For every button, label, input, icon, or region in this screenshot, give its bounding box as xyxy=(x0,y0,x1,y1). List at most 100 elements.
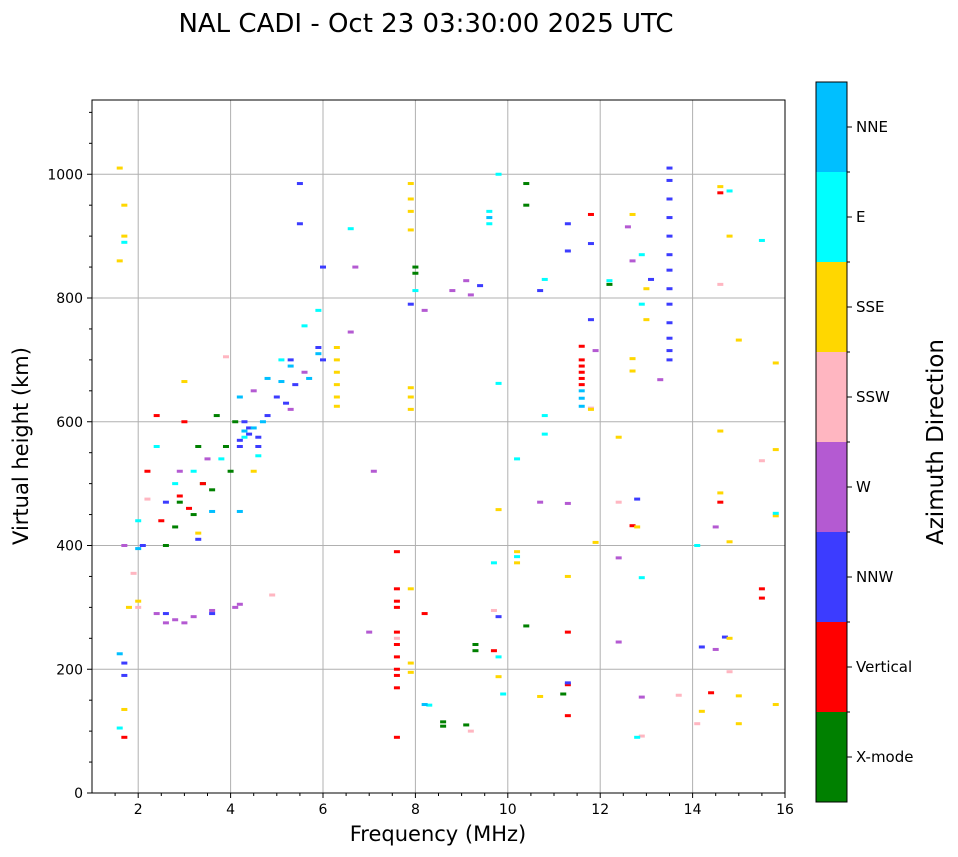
y-tick-label: 1000 xyxy=(47,167,83,183)
data-point xyxy=(195,531,202,535)
data-point xyxy=(666,336,673,340)
data-points xyxy=(116,166,779,739)
data-point xyxy=(176,469,183,473)
data-point xyxy=(449,289,456,293)
data-point xyxy=(407,407,414,411)
data-point xyxy=(407,228,414,232)
data-point xyxy=(264,414,271,418)
x-axis-label: Frequency (MHz) xyxy=(350,822,526,846)
data-point xyxy=(629,369,636,373)
data-point xyxy=(638,576,645,580)
data-point xyxy=(121,544,128,547)
data-point xyxy=(320,358,326,362)
data-point xyxy=(393,550,400,554)
data-point xyxy=(666,268,673,272)
data-point xyxy=(393,605,400,609)
x-tick-label: 8 xyxy=(411,802,420,818)
data-point xyxy=(666,166,673,170)
data-point xyxy=(694,544,701,547)
data-point xyxy=(541,432,548,436)
data-point xyxy=(209,488,216,492)
colorbar-label: NNE xyxy=(856,118,888,136)
data-point xyxy=(250,469,257,473)
x-tick-label: 2 xyxy=(134,802,143,818)
data-point xyxy=(255,445,262,448)
data-point xyxy=(172,618,179,622)
data-point xyxy=(564,249,571,253)
colorbar-segment xyxy=(816,442,847,532)
data-point xyxy=(564,222,571,226)
data-point xyxy=(125,605,132,609)
data-point xyxy=(587,318,594,322)
data-point xyxy=(320,265,326,269)
data-point xyxy=(537,694,544,698)
data-point xyxy=(726,670,733,674)
data-point xyxy=(232,605,239,609)
data-point xyxy=(666,234,673,238)
data-point xyxy=(222,445,229,448)
data-point xyxy=(333,346,340,349)
data-point xyxy=(490,649,497,653)
data-point xyxy=(162,612,169,616)
data-point xyxy=(264,376,271,380)
data-point xyxy=(144,469,151,473)
data-point xyxy=(638,695,645,699)
x-tick-label: 6 xyxy=(319,802,328,818)
data-point xyxy=(758,238,765,242)
data-point xyxy=(735,722,742,726)
data-point xyxy=(407,302,414,306)
data-point xyxy=(121,661,128,665)
data-point xyxy=(772,514,779,518)
data-point xyxy=(514,457,521,461)
data-point xyxy=(153,445,160,448)
data-point xyxy=(412,289,419,293)
data-point xyxy=(301,370,308,374)
data-point xyxy=(495,508,502,512)
data-point xyxy=(463,723,470,727)
data-point xyxy=(393,667,400,671)
data-point xyxy=(606,282,613,286)
data-point xyxy=(735,694,742,698)
data-point xyxy=(209,612,216,616)
data-point xyxy=(236,395,243,399)
colorbar-segment xyxy=(816,622,847,712)
data-point xyxy=(638,734,645,738)
data-point xyxy=(315,308,322,312)
data-point xyxy=(287,364,294,368)
data-point xyxy=(333,395,340,399)
data-point xyxy=(587,407,594,411)
data-point xyxy=(634,525,641,529)
data-point xyxy=(514,550,521,554)
data-point xyxy=(130,571,137,575)
chart-title: NAL CADI - Oct 23 03:30:00 2025 UTC xyxy=(178,9,673,39)
data-point xyxy=(592,540,599,544)
data-point xyxy=(726,636,733,640)
data-point xyxy=(407,587,414,591)
data-point xyxy=(472,643,479,646)
colorbar-title: Azimuth Direction xyxy=(923,339,949,545)
data-point xyxy=(615,500,622,504)
data-point xyxy=(615,435,622,439)
data-point xyxy=(758,459,765,463)
data-point xyxy=(370,469,377,473)
data-point xyxy=(296,182,303,186)
data-point xyxy=(421,612,428,616)
data-point xyxy=(587,212,594,216)
y-tick-label: 0 xyxy=(74,786,83,802)
data-point xyxy=(643,318,650,322)
data-point xyxy=(629,357,636,361)
data-point xyxy=(190,615,197,619)
data-point xyxy=(712,525,719,529)
data-point xyxy=(578,370,585,374)
colorbar-label: SSW xyxy=(856,388,890,406)
data-point xyxy=(772,361,779,365)
data-point xyxy=(578,358,585,362)
data-point xyxy=(255,435,262,439)
colorbar-segment xyxy=(816,82,847,172)
data-point xyxy=(121,673,128,677)
data-point xyxy=(204,457,211,461)
data-point xyxy=(181,380,188,384)
data-point xyxy=(366,630,373,634)
data-point xyxy=(666,178,673,182)
data-point xyxy=(514,555,521,559)
